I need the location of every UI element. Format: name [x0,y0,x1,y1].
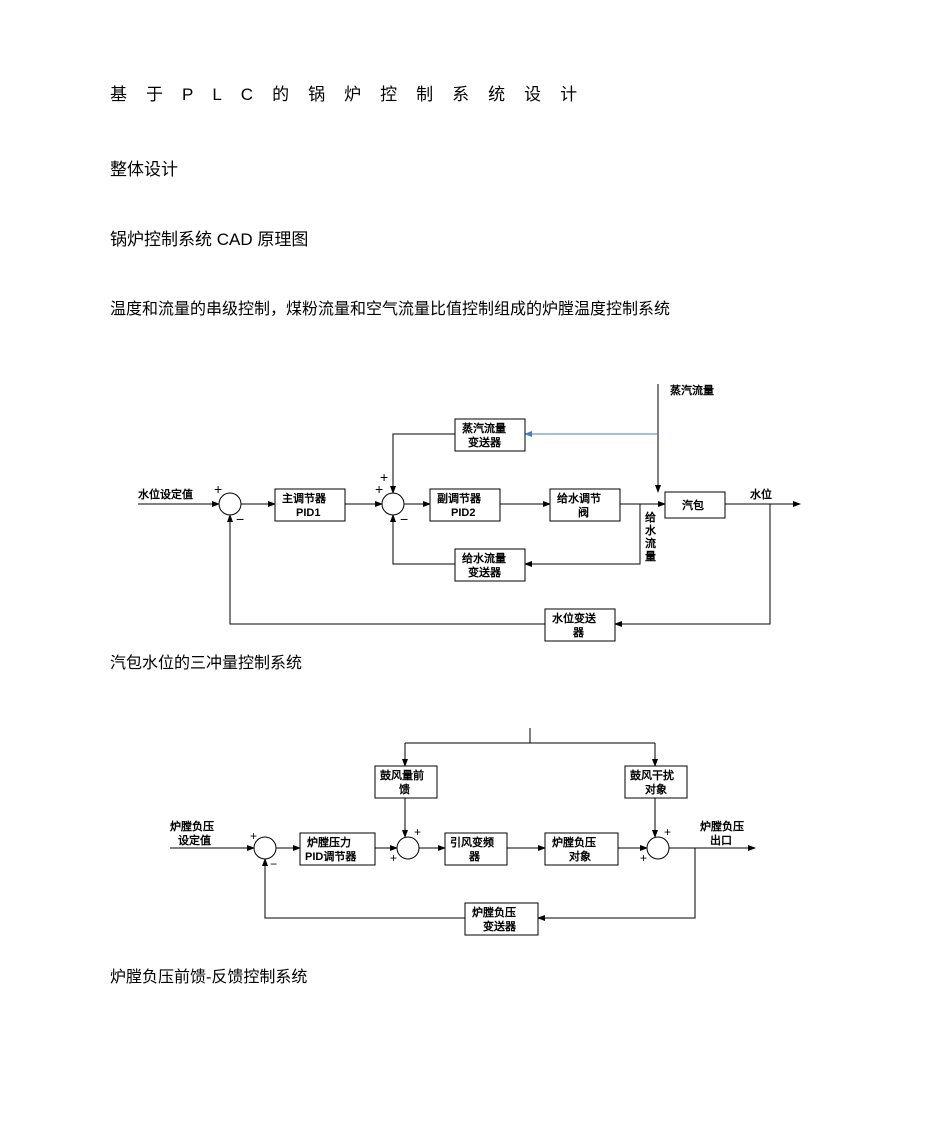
label-pressure-setpoint-line2: 设定值 [178,833,211,847]
text-plant-line2: 对象 [569,849,591,863]
sign-plus-d2c: + [414,825,421,839]
text-watertx-line1: 给水流量 [462,551,506,565]
text-disturb-line2: 对象 [645,782,667,796]
sign-plus: + [214,481,222,497]
text-plant-line1: 炉膛负压 [552,835,596,849]
heading-cad-schematic: 锅炉控制系统 CAD 原理图 [110,225,835,250]
summing-junction-2-d2 [397,837,419,859]
arrow-tx-sum1-d2 [265,859,465,918]
label-feedwater-flow-3: 流 [645,536,656,550]
heading-overall-design: 整体设计 [110,155,835,180]
text-inverter-line1: 引风变频 [450,835,494,849]
document-page: 基于PLC的锅炉控制系统设计 整体设计 锅炉控制系统 CAD 原理图 温度和流量… [0,0,945,1072]
text-pid1-line1: 主调节器 [282,491,327,505]
text-pid1-line2: PID1 [296,507,320,519]
caption-diagram1: 汽包水位的三冲量控制系统 [110,649,835,673]
sign-minus-d2a: − [270,857,277,871]
text-tx-line1: 炉膛负压 [472,905,516,919]
paragraph-temp-flow: 温度和流量的串级控制，煤粉流量和空气流量比值控制组成的炉膛温度控制系统 [110,295,835,319]
label-feedwater-flow-2: 水 [645,523,657,537]
text-furnacepid-line1: 炉膛压力 [307,835,351,849]
label-pressure-setpoint-line1: 炉膛负压 [170,819,214,833]
text-leveltx-line1: 水位变送 [552,611,597,625]
text-inverter-line2: 器 [468,850,481,863]
text-leveltx-line2: 器 [572,626,585,639]
diagram-furnace-pressure: 鼓风量前 馈 鼓风干扰 对象 炉膛负压 设定值 + − 炉膛压力 PID调节器 … [110,718,830,958]
text-disturb-line1: 鼓风干扰 [630,768,674,782]
text-furnacepid-line2: PID调节器 [305,849,357,863]
sign-minus2: − [400,511,408,527]
text-steamtx-line2: 变送器 [468,435,502,449]
sign-minus: − [236,511,244,527]
diagram-drum-water-level: 蒸汽流量 水位设定值 + − 主调节器 PID1 + + − 副调节器 PID2… [110,364,830,644]
text-tx-line2: 变送器 [483,919,517,933]
text-valve-line2: 阀 [578,505,589,519]
sign-plus-d2b: + [390,851,397,865]
document-title: 基于PLC的锅炉控制系统设计 [110,80,835,105]
label-water-setpoint: 水位设定值 [138,487,193,501]
text-pid2-line2: PID2 [451,507,475,519]
text-ff-line2: 馈 [399,782,410,796]
label-steam-flow: 蒸汽流量 [670,383,714,397]
summing-junction-1-d2 [254,837,276,859]
caption-diagram2: 炉膛负压前馈-反馈控制系统 [110,963,835,987]
label-pressure-output-line2: 出口 [710,833,732,847]
text-ff-line1: 鼓风量前 [380,768,424,782]
text-watertx-line2: 变送器 [468,565,502,579]
text-drum: 汽包 [682,498,704,512]
label-feedwater-flow-1: 给 [645,510,656,524]
sign-plus-d2e: + [664,825,671,839]
sign-plus-d2a: + [250,829,257,843]
sign-plus-d2d: + [640,851,647,865]
text-valve-line1: 给水调节 [557,491,601,505]
text-pid2-line1: 副调节器 [437,491,482,505]
summing-junction-3-d2 [647,837,669,859]
label-feedwater-flow-4: 量 [645,550,656,563]
label-water-level-output: 水位 [750,487,772,501]
text-steamtx-line1: 蒸汽流量 [462,421,506,435]
label-pressure-output-line1: 炉膛负压 [700,819,744,833]
arrow-steamtx-sum2 [393,434,455,493]
sign-plus2b: + [380,469,388,485]
